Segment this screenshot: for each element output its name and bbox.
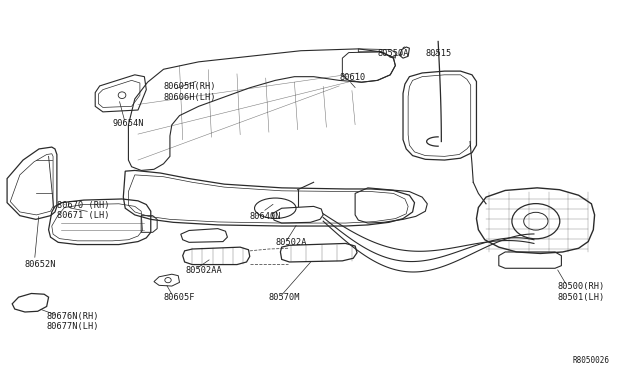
Text: 80502AA: 80502AA <box>186 266 223 275</box>
Text: 80515: 80515 <box>426 49 452 58</box>
Text: 80550A: 80550A <box>378 49 409 58</box>
Text: 80640N: 80640N <box>250 212 281 221</box>
Text: 90654N: 90654N <box>113 119 144 128</box>
Text: 80652N: 80652N <box>25 260 56 269</box>
Text: 80570M: 80570M <box>269 294 300 302</box>
Text: 80670 (RH)
80671 (LH): 80670 (RH) 80671 (LH) <box>57 201 109 220</box>
Text: 80500(RH)
80501(LH): 80500(RH) 80501(LH) <box>557 282 605 302</box>
Text: 80676N(RH)
80677N(LH): 80676N(RH) 80677N(LH) <box>47 312 99 331</box>
Text: 80605H(RH)
80606H(LH): 80605H(RH) 80606H(LH) <box>164 82 216 102</box>
Text: 80502A: 80502A <box>275 238 307 247</box>
Text: 80605F: 80605F <box>164 294 195 302</box>
Text: 80610: 80610 <box>339 73 365 82</box>
Text: R8050026: R8050026 <box>572 356 609 365</box>
